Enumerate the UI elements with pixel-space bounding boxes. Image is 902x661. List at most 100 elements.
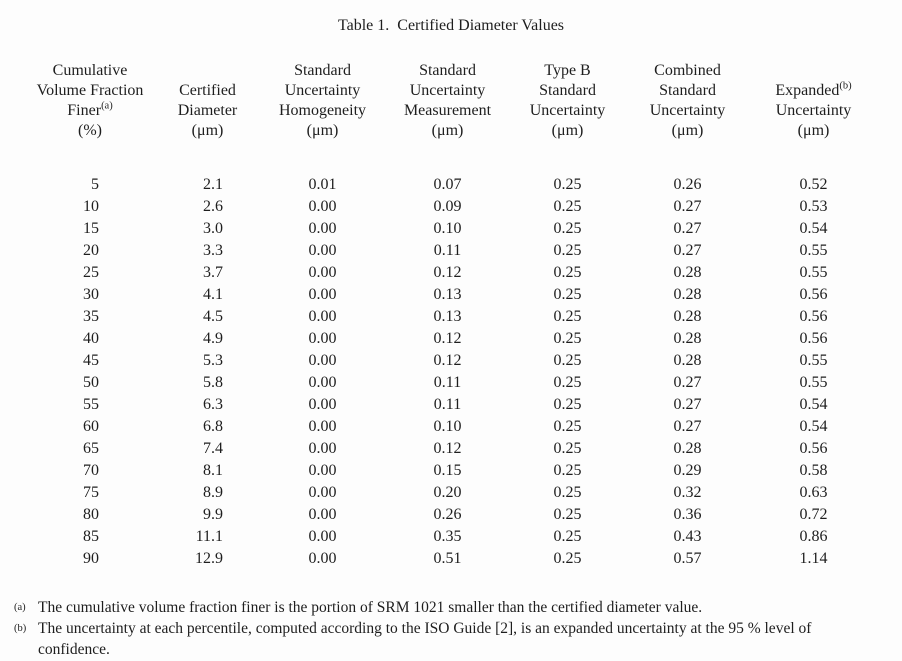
- cell-type-b-standard-uncertainty: 0.25: [553, 352, 582, 369]
- footnotes-section: (a) The cumulative volume fraction finer …: [14, 597, 886, 660]
- cell-cumulative-volume-fraction-finer: 55: [20, 394, 160, 416]
- cell-value: 90: [83, 550, 99, 567]
- cell-type-b-standard-uncertainty: 0.25: [553, 396, 582, 413]
- column-header-expanded-uncertainty: Expanded(b) Uncertainty (μm): [745, 61, 882, 174]
- cell-certified-diameter: 6.3: [160, 394, 255, 416]
- cell-type-b-standard-uncertainty: 0.25: [553, 176, 582, 193]
- cell-cumulative-volume-fraction-finer: 85: [20, 526, 160, 548]
- cell-combined-standard-uncertainty: 0.32: [673, 484, 702, 501]
- cell-value: 70: [83, 462, 99, 479]
- column-header-combined-standard-uncertainty: Combined Standard Uncertainty (μm): [630, 61, 745, 174]
- cell-standard-uncertainty-measurement: 0.12: [433, 330, 462, 347]
- column-header-line: (μm): [551, 122, 584, 139]
- table-row-55-percent: 55 6.3 0.00 0.11 0.25 0.27 0.54: [20, 394, 882, 416]
- cell-cumulative-volume-fraction-finer: 40: [20, 328, 160, 350]
- cell-combined-standard-uncertainty: 0.27: [673, 242, 702, 259]
- column-header-type-b-standard-uncertainty: Type B Standard Uncertainty (μm): [505, 61, 630, 174]
- cell-expanded-uncertainty: 0.56: [799, 440, 828, 457]
- cell-cumulative-volume-fraction-finer: 65: [20, 438, 160, 460]
- cell-value: 4.1: [203, 286, 223, 303]
- cell-expanded-uncertainty: 0.72: [799, 506, 828, 523]
- cell-certified-diameter: 4.1: [160, 284, 255, 306]
- cell-combined-standard-uncertainty: 0.43: [673, 528, 702, 545]
- cell-value: 25: [83, 264, 99, 281]
- column-header-line: Standard: [419, 62, 476, 79]
- cell-type-b-standard-uncertainty: 0.25: [553, 220, 582, 237]
- column-header-line: (%): [78, 122, 102, 139]
- table-row-60-percent: 60 6.8 0.00 0.10 0.25 0.27 0.54: [20, 416, 882, 438]
- cell-certified-diameter: 8.9: [160, 482, 255, 504]
- cell-value: 55: [83, 396, 99, 413]
- cell-standard-uncertainty-measurement: 0.12: [433, 440, 462, 457]
- cell-standard-uncertainty-measurement: 0.11: [433, 396, 462, 413]
- cell-standard-uncertainty-measurement: 0.07: [433, 176, 462, 193]
- column-header-standard-uncertainty-measurement: Standard Uncertainty Measurement (μm): [390, 61, 505, 174]
- cell-type-b-standard-uncertainty: 0.25: [553, 264, 582, 281]
- cell-value: 50: [83, 374, 99, 391]
- cell-standard-uncertainty-homogeneity: 0.00: [308, 352, 337, 369]
- cell-type-b-standard-uncertainty: 0.25: [553, 242, 582, 259]
- column-header-line: Standard: [659, 82, 716, 99]
- cell-expanded-uncertainty: 0.55: [799, 352, 828, 369]
- footnote-a: (a) The cumulative volume fraction finer …: [14, 597, 886, 618]
- cell-certified-diameter: 5.3: [160, 350, 255, 372]
- cell-expanded-uncertainty: 1.14: [799, 550, 828, 567]
- cell-certified-diameter: 7.4: [160, 438, 255, 460]
- table-row-80-percent: 80 9.9 0.00 0.26 0.25 0.36 0.72: [20, 504, 882, 526]
- column-header-line: Cumulative: [52, 62, 128, 79]
- column-header-line: Uncertainty: [649, 102, 726, 119]
- cell-combined-standard-uncertainty: 0.36: [673, 506, 702, 523]
- cell-value: 8.9: [203, 484, 223, 501]
- table-header: Cumulative Volume Fraction Finer(a) (%) Cert…: [20, 61, 882, 174]
- cell-standard-uncertainty-homogeneity: 0.00: [308, 418, 337, 435]
- cell-combined-standard-uncertainty: 0.57: [673, 550, 702, 567]
- column-header-line: Expanded(b): [775, 80, 852, 99]
- cell-cumulative-volume-fraction-finer: 75: [20, 482, 160, 504]
- cell-standard-uncertainty-measurement: 0.35: [433, 528, 462, 545]
- cell-value: 5.3: [203, 352, 223, 369]
- cell-expanded-uncertainty: 0.56: [799, 286, 828, 303]
- table-row-30-percent: 30 4.1 0.00 0.13 0.25 0.28 0.56: [20, 284, 882, 306]
- cell-certified-diameter: 3.3: [160, 240, 255, 262]
- cell-combined-standard-uncertainty: 0.27: [673, 220, 702, 237]
- cell-standard-uncertainty-homogeneity: 0.00: [308, 462, 337, 479]
- cell-cumulative-volume-fraction-finer: 20: [20, 240, 160, 262]
- column-header-line: Diameter: [177, 102, 238, 119]
- column-header-cumulative-volume-fraction-finer: Cumulative Volume Fraction Finer(a) (%): [20, 61, 160, 174]
- column-header-line: Volume Fraction: [36, 82, 144, 99]
- cell-standard-uncertainty-measurement: 0.12: [433, 352, 462, 369]
- table-row-20-percent: 20 3.3 0.00 0.11 0.25 0.27 0.55: [20, 240, 882, 262]
- cell-standard-uncertainty-homogeneity: 0.01: [308, 176, 337, 193]
- cell-cumulative-volume-fraction-finer: 90: [20, 548, 160, 570]
- column-header-line: (μm): [191, 122, 224, 139]
- column-header-line: Finer(a): [67, 100, 113, 119]
- cell-type-b-standard-uncertainty: 0.25: [553, 484, 582, 501]
- cell-type-b-standard-uncertainty: 0.25: [553, 330, 582, 347]
- cell-type-b-standard-uncertainty: 0.25: [553, 198, 582, 215]
- column-header-line: (μm): [431, 122, 464, 139]
- cell-combined-standard-uncertainty: 0.28: [673, 330, 702, 347]
- cell-certified-diameter: 3.7: [160, 262, 255, 284]
- table-row-75-percent: 75 8.9 0.00 0.20 0.25 0.32 0.63: [20, 482, 882, 504]
- cell-value: 40: [83, 330, 99, 347]
- cell-standard-uncertainty-measurement: 0.11: [433, 374, 462, 391]
- cell-combined-standard-uncertainty: 0.28: [673, 264, 702, 281]
- cell-value: 7.4: [203, 440, 223, 457]
- table-row-5-percent: 5 2.1 0.01 0.07 0.25 0.26 0.52: [20, 174, 882, 196]
- column-header-line: (μm): [306, 122, 339, 139]
- table-title: Table 1. Certified Diameter Values: [337, 17, 565, 34]
- footnote-text: The cumulative volume fraction finer is …: [38, 599, 703, 616]
- cell-type-b-standard-uncertainty: 0.25: [553, 462, 582, 479]
- table-row-40-percent: 40 4.9 0.00 0.12 0.25 0.28 0.56: [20, 328, 882, 350]
- cell-value: 30: [83, 286, 99, 303]
- cell-standard-uncertainty-homogeneity: 0.00: [308, 550, 337, 567]
- cell-cumulative-volume-fraction-finer: 10: [20, 196, 160, 218]
- cell-value: 5: [91, 176, 99, 193]
- cell-standard-uncertainty-homogeneity: 0.00: [308, 484, 337, 501]
- cell-type-b-standard-uncertainty: 0.25: [553, 440, 582, 457]
- cell-expanded-uncertainty: 0.86: [799, 528, 828, 545]
- column-header-line: Certified: [179, 82, 236, 99]
- cell-cumulative-volume-fraction-finer: 45: [20, 350, 160, 372]
- cell-type-b-standard-uncertainty: 0.25: [553, 308, 582, 325]
